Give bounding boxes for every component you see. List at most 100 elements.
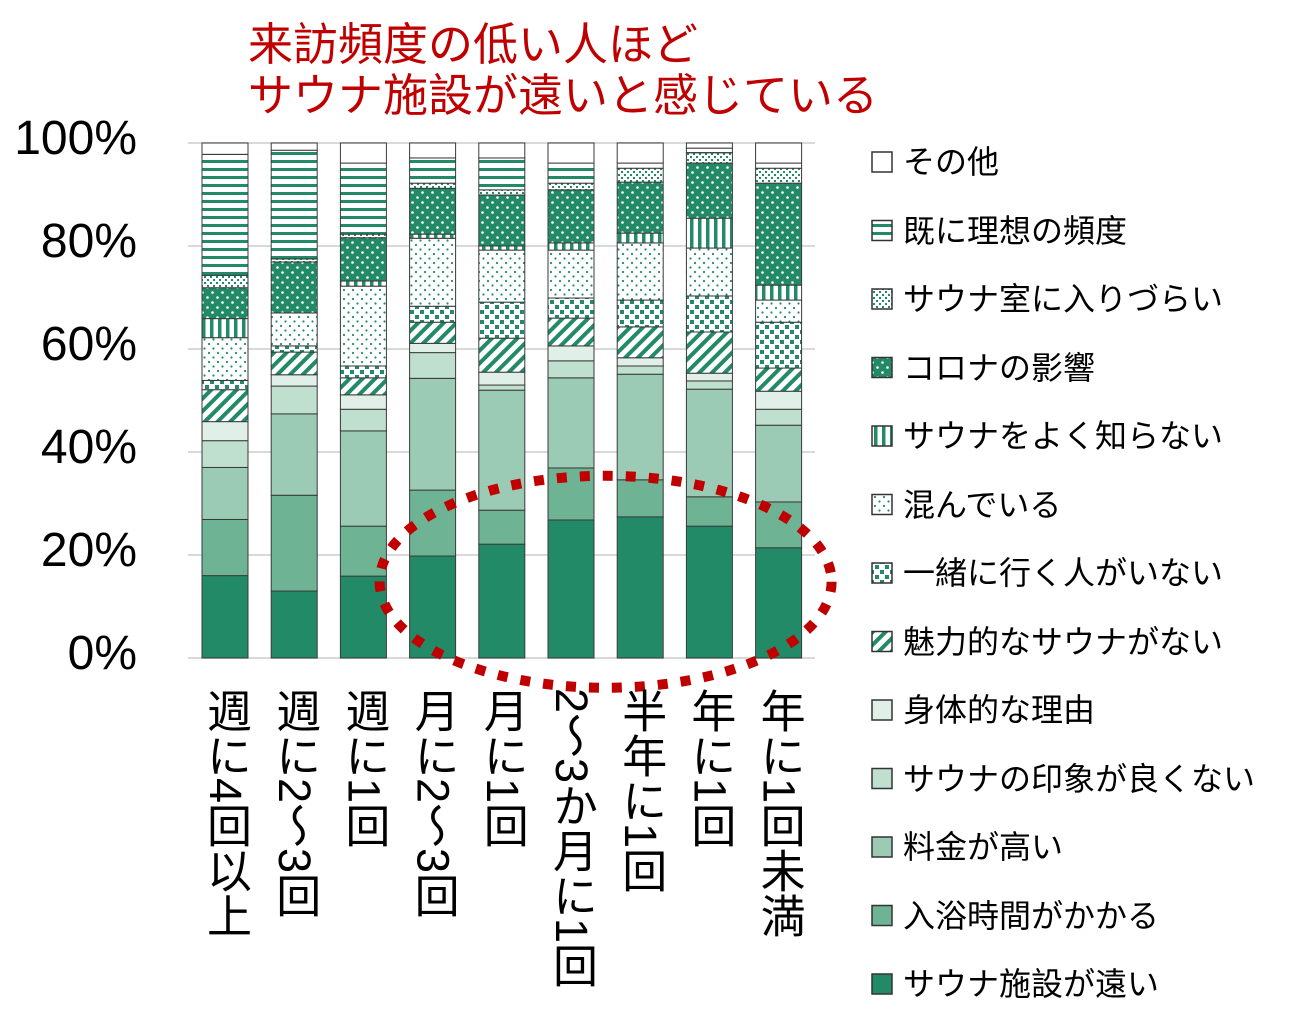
bar-segment-cat3-series5 xyxy=(339,394,387,410)
x-tick-label: 週に2～3回 xyxy=(269,688,321,919)
bar-segment-cat6-series5 xyxy=(547,345,595,362)
legend-label: サウナをよく知らない xyxy=(903,418,1224,454)
highlight-ellipse xyxy=(374,470,837,693)
bar-segment-cat9-series10 xyxy=(755,182,803,286)
x-tick-label: 年に1回未満 xyxy=(753,688,805,939)
bar-segment-cat5-series13 xyxy=(478,142,526,159)
bar-segment-cat8-series8 xyxy=(685,247,733,297)
bar-segment-cat8-series11 xyxy=(685,152,733,164)
x-tick-label: 半年に1回 xyxy=(615,688,667,894)
y-tick-label: 20% xyxy=(40,524,137,577)
bar-stack-4 xyxy=(409,142,457,659)
bar-segment-cat6-series8 xyxy=(547,249,595,299)
bar-segment-cat4-series2 xyxy=(409,489,457,557)
legend-swatch xyxy=(871,973,893,995)
bars xyxy=(201,142,803,659)
legend-label: 混んでいる xyxy=(903,486,1062,523)
bar-segment-cat4-series3 xyxy=(409,377,457,491)
bar-segment-cat1-series6 xyxy=(201,389,249,423)
y-tick-label: 100% xyxy=(14,112,137,165)
bar-segment-cat9-series12 xyxy=(755,162,803,169)
bar-segment-cat4-series5 xyxy=(409,342,457,354)
bar-segment-cat7-series1 xyxy=(616,516,664,659)
bar-segment-cat6-series6 xyxy=(547,317,595,347)
bar-stack-2 xyxy=(270,142,318,659)
bar-segment-cat8-series4 xyxy=(685,380,733,390)
bar-segment-cat4-series10 xyxy=(409,187,457,235)
legend-swatch xyxy=(871,356,893,379)
bar-segment-cat3-series2 xyxy=(339,525,387,577)
legend-swatch xyxy=(871,425,893,447)
bar-segment-cat5-series10 xyxy=(478,194,526,247)
legend-label: サウナ施設が遠い xyxy=(903,966,1160,1002)
chart-title-line-2: サウナ施設が遠いと感じている xyxy=(248,70,879,121)
bar-segment-cat7-series6 xyxy=(616,326,664,359)
legend-swatch xyxy=(871,219,893,242)
bar-segment-cat6-series11 xyxy=(547,182,595,191)
bar-segment-cat5-series5 xyxy=(478,371,526,386)
bar-segment-cat1-series1 xyxy=(201,575,249,659)
bar-segment-cat7-series5 xyxy=(616,357,664,367)
legend-swatch xyxy=(871,151,893,173)
bar-segment-cat5-series2 xyxy=(478,509,526,545)
bar-segment-cat8-series1 xyxy=(685,525,733,659)
bar-stack-3 xyxy=(339,142,387,659)
legend-swatch xyxy=(871,699,893,721)
bar-stack-1 xyxy=(201,142,249,659)
bar-segment-cat7-series2 xyxy=(616,479,664,518)
bar-segment-cat1-series3 xyxy=(201,466,249,520)
bar-segment-cat2-series8 xyxy=(270,312,318,347)
bar-segment-cat8-series5 xyxy=(685,372,733,382)
x-tick-label: 週に4回以上 xyxy=(200,688,251,939)
bar-segment-cat3-series4 xyxy=(339,408,387,432)
bar-segment-cat5-series7 xyxy=(478,301,526,339)
legend-label: サウナの印象が良くない xyxy=(903,760,1256,797)
bar-segment-cat6-series13 xyxy=(547,142,595,164)
bar-segment-cat8-series13 xyxy=(685,142,733,149)
legend-label: 身体的な理由 xyxy=(903,692,1096,728)
bar-segment-cat6-series10 xyxy=(547,189,595,244)
bar-segment-cat3-series13 xyxy=(339,142,387,164)
bar-segment-cat5-series9 xyxy=(478,245,526,251)
bar-segment-cat3-series12 xyxy=(339,162,387,235)
bar-segment-cat9-series6 xyxy=(755,367,803,392)
bar-segment-cat5-series12 xyxy=(478,157,526,191)
bar-segment-cat8-series12 xyxy=(685,147,733,154)
bar-segment-cat7-series10 xyxy=(616,181,664,234)
bar-segment-cat9-series8 xyxy=(755,299,803,323)
bar-segment-cat7-series11 xyxy=(616,167,664,183)
legend-label: 既に理想の頻度 xyxy=(903,212,1128,249)
bar-segment-cat2-series2 xyxy=(270,494,318,592)
bar-segment-cat3-series6 xyxy=(339,377,387,396)
bar-segment-cat8-series9 xyxy=(685,217,733,249)
bar-segment-cat4-series11 xyxy=(409,182,457,189)
bar-segment-cat6-series1 xyxy=(547,519,595,659)
bar-segment-cat8-series6 xyxy=(685,331,733,374)
bar-segment-cat6-series7 xyxy=(547,297,595,319)
bar-segment-cat7-series12 xyxy=(616,162,664,169)
bar-segment-cat9-series13 xyxy=(755,142,803,164)
legend-label: その他 xyxy=(903,144,1000,180)
bar-segment-cat9-series7 xyxy=(755,321,803,369)
legend-swatches xyxy=(871,151,893,995)
bar-segment-cat1-series9 xyxy=(201,318,249,339)
bar-segment-cat8-series3 xyxy=(685,388,733,498)
bar-segment-cat9-series11 xyxy=(755,167,803,184)
bar-segment-cat4-series6 xyxy=(409,321,457,344)
bar-segment-cat9-series4 xyxy=(755,408,803,426)
bar-segment-cat1-series7 xyxy=(201,379,249,391)
bar-segment-cat3-series7 xyxy=(339,365,387,379)
bar-segment-cat2-series10 xyxy=(270,261,318,314)
bar-segment-cat7-series7 xyxy=(616,299,664,328)
bar-segment-cat9-series9 xyxy=(755,284,803,301)
bar-segment-cat5-series4 xyxy=(478,384,526,391)
bar-segment-cat2-series6 xyxy=(270,351,318,376)
bar-stack-7 xyxy=(616,142,664,659)
x-tick-label: 2～3か月に1回 xyxy=(546,688,597,989)
x-tick-label: 月に2～3回 xyxy=(407,688,459,919)
legend-label: 料金が高い xyxy=(903,829,1064,865)
bar-segment-cat2-series1 xyxy=(270,590,318,659)
bar-segment-cat7-series8 xyxy=(616,242,664,301)
legend-swatch xyxy=(871,562,893,584)
